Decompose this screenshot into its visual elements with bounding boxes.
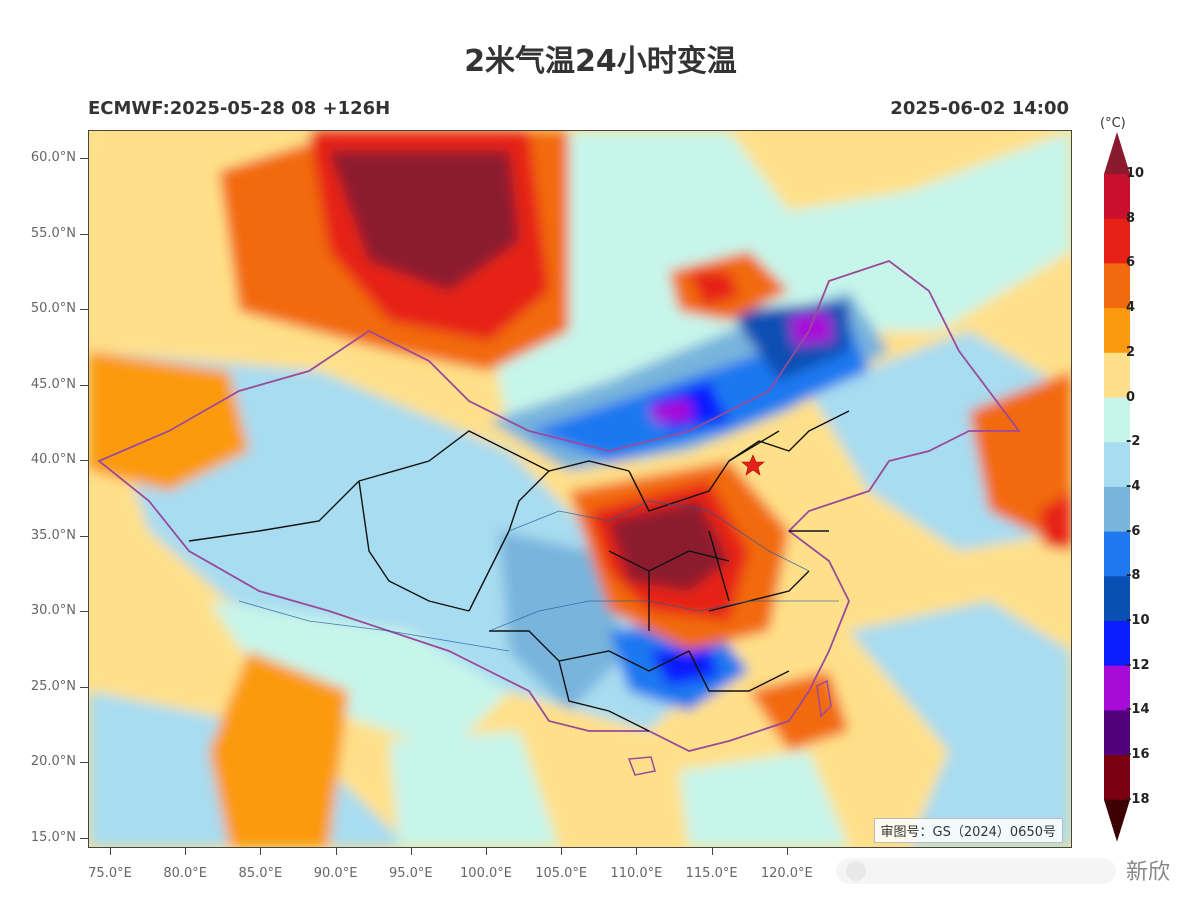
lat-tick xyxy=(80,460,88,461)
watermark-text: 新欣 xyxy=(1126,860,1171,885)
colorbar-label: 8 xyxy=(1126,210,1136,226)
lat-label: 60.0°N xyxy=(30,150,76,165)
lat-label: 45.0°N xyxy=(30,376,76,392)
lat-tick xyxy=(80,158,88,159)
lat-tick xyxy=(80,686,88,688)
lat-label: 55.0°N xyxy=(30,225,76,241)
colorbar-label: -14 xyxy=(1126,702,1150,718)
lat-label: 40.0°N xyxy=(30,452,76,467)
colorbar-label: 4 xyxy=(1126,300,1136,316)
colorbar-segment xyxy=(1104,397,1130,443)
colorbar-segment xyxy=(1104,621,1130,667)
colorbar-top-arrow xyxy=(1104,132,1130,174)
lat-label: 30.0°N xyxy=(30,603,76,618)
colorbar-segment xyxy=(1104,665,1130,711)
colorbar-segment xyxy=(1104,531,1130,577)
lon-tick xyxy=(561,847,563,855)
colorbar-unit: (°C) xyxy=(1100,116,1126,131)
lat-tick xyxy=(80,535,88,537)
lat-label: 50.0°N xyxy=(30,301,76,316)
lat-label: 35.0°N xyxy=(30,527,76,543)
colorbar-label: 6 xyxy=(1126,255,1136,271)
valid-time-label: 2025-06-02 14:00 xyxy=(890,98,1069,119)
lon-label: 85.0°E xyxy=(238,866,283,881)
lon-tick xyxy=(786,847,788,855)
lat-label: 25.0°N xyxy=(30,678,76,694)
lon-tick xyxy=(636,847,638,855)
lat-tick xyxy=(80,611,88,612)
lon-tick xyxy=(335,847,337,855)
lat-tick xyxy=(80,384,88,386)
lon-label: 75.0°E xyxy=(88,866,132,881)
boundaries xyxy=(97,259,1021,752)
lat-label: 15.0°N xyxy=(30,829,76,845)
lon-label: 115.0°E xyxy=(685,866,738,881)
colorbar-label: -4 xyxy=(1126,478,1141,494)
lon-label: 80.0°E xyxy=(163,866,208,881)
colorbar-label: 2 xyxy=(1126,344,1136,360)
lat-tick xyxy=(80,762,88,763)
lon-tick xyxy=(486,847,487,855)
lat-tick xyxy=(80,309,88,310)
colorbar-label: 10 xyxy=(1126,166,1145,181)
lon-label: 120.0°E xyxy=(760,866,813,881)
lon-label: 110.0°E xyxy=(610,866,663,881)
lat-tick xyxy=(80,233,88,235)
temperature-change-map[interactable]: 审图号：GS（2024）0650号 xyxy=(88,130,1072,848)
colorbar-label: 0 xyxy=(1126,389,1136,405)
colorbar-segment xyxy=(1104,442,1130,488)
colorbar-label: -18 xyxy=(1126,791,1150,807)
colorbar-label: -16 xyxy=(1126,747,1150,763)
colorbar-segment xyxy=(1104,218,1130,264)
lon-tick xyxy=(711,847,713,855)
temperature-field xyxy=(89,131,1071,847)
temperature-colorbar xyxy=(1104,132,1130,842)
lon-tick xyxy=(260,847,262,855)
chart-title: 2米气温24小时变温 xyxy=(464,44,737,79)
watermark-logo xyxy=(836,858,1116,884)
colorbar-segment xyxy=(1104,263,1130,309)
lat-tick xyxy=(80,837,88,839)
colorbar-label: -10 xyxy=(1126,613,1150,628)
lon-tick xyxy=(110,847,111,855)
colorbar-label: -8 xyxy=(1126,568,1141,584)
lon-label: 100.0°E xyxy=(460,866,512,881)
colorbar-label: -6 xyxy=(1126,523,1141,539)
lon-label: 105.0°E xyxy=(535,866,588,881)
lon-label: 95.0°E xyxy=(388,866,433,881)
colorbar-label: -2 xyxy=(1126,434,1141,450)
colorbar-label: -12 xyxy=(1126,657,1150,673)
map-canvas xyxy=(89,131,1071,847)
lat-label: 20.0°N xyxy=(30,754,76,769)
colorbar-segment xyxy=(1104,710,1130,756)
lon-label: 90.0°E xyxy=(313,866,358,881)
beijing-star-icon xyxy=(741,454,765,476)
lon-tick xyxy=(185,847,187,855)
colorbar-segment xyxy=(1104,576,1130,622)
lon-tick xyxy=(410,847,412,855)
colorbar-segment xyxy=(1104,308,1130,354)
colorbar-segment xyxy=(1104,486,1130,533)
model-run-label: ECMWF:2025-05-28 08 +126H xyxy=(88,98,391,119)
colorbar-segment xyxy=(1104,755,1130,801)
colorbar-bottom-arrow xyxy=(1104,799,1130,842)
colorbar-segment xyxy=(1104,174,1130,220)
colorbar-segment xyxy=(1104,352,1130,398)
map-approval-stamp: 审图号：GS（2024）0650号 xyxy=(873,818,1063,843)
